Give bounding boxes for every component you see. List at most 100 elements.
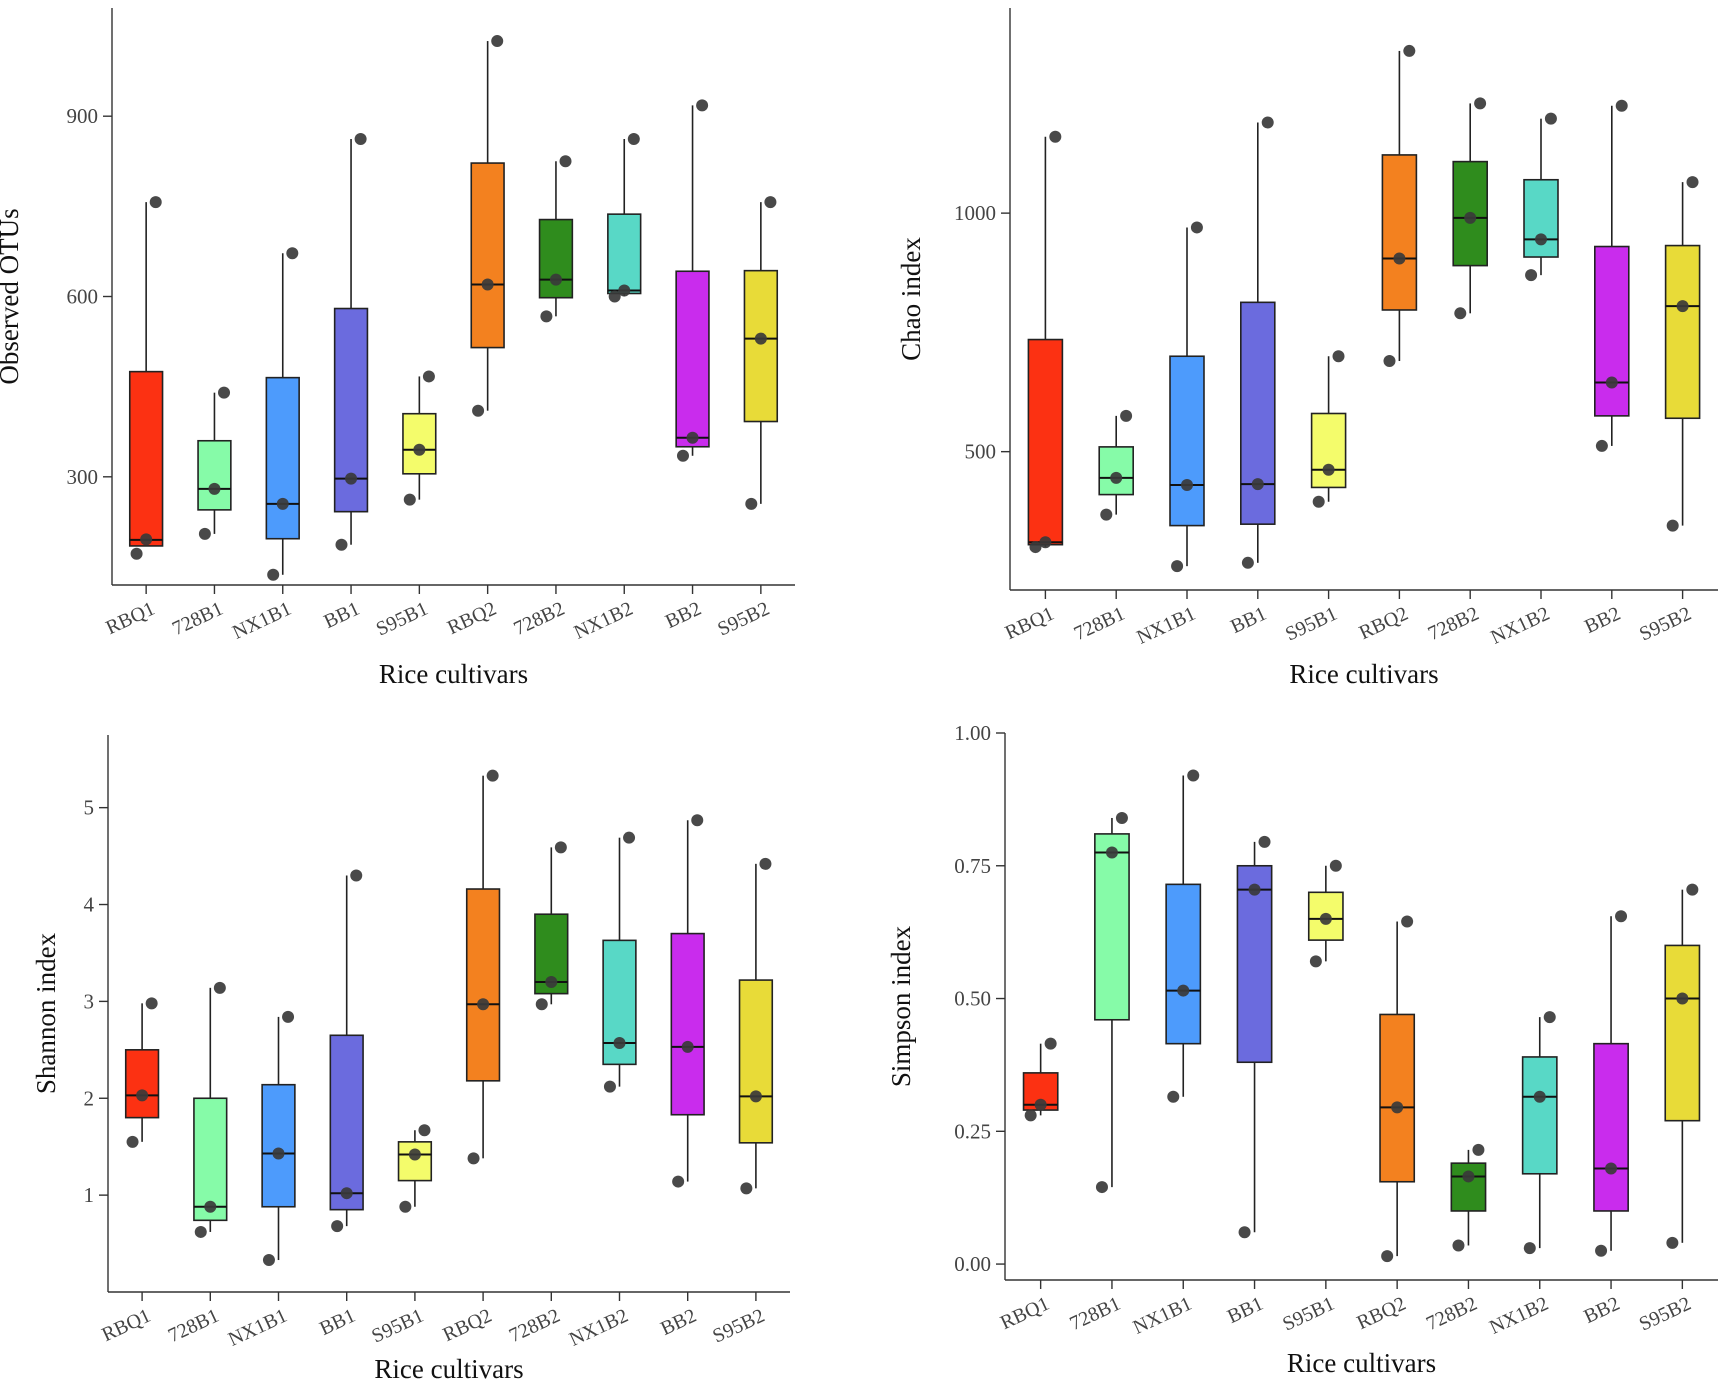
data-point xyxy=(1100,508,1113,521)
data-point xyxy=(759,857,772,870)
box-S95B1 xyxy=(397,1124,433,1213)
data-point xyxy=(1462,1170,1475,1183)
data-point xyxy=(676,449,689,462)
data-point xyxy=(198,527,211,540)
iqr-box xyxy=(193,1097,228,1222)
data-point xyxy=(1167,1090,1180,1103)
iqr-box xyxy=(743,269,779,423)
data-point xyxy=(1029,541,1042,554)
data-point xyxy=(403,493,416,506)
data-point xyxy=(1595,439,1608,452)
data-point xyxy=(1391,1101,1404,1114)
x-tick-label: BB1 xyxy=(316,1305,359,1340)
x-tick-label: S95B2 xyxy=(714,598,773,641)
iqr-box xyxy=(465,888,501,1082)
x-tick-label: NX1B1 xyxy=(225,1305,291,1351)
iqr-box xyxy=(1521,1056,1558,1175)
box-728B2 xyxy=(1452,97,1488,320)
data-point xyxy=(130,547,143,560)
iqr-box xyxy=(470,162,505,349)
y-tick-label: 2 xyxy=(84,1086,95,1110)
data-point xyxy=(413,443,426,456)
data-point xyxy=(145,997,158,1010)
box-RBQ2 xyxy=(1381,44,1418,368)
box-NX1B1 xyxy=(1169,221,1205,573)
data-point xyxy=(1605,1162,1618,1175)
x-tick-label: S95B1 xyxy=(368,1305,427,1348)
x-tick-label: RBQ1 xyxy=(99,1305,155,1347)
iqr-box xyxy=(261,1083,296,1208)
data-point xyxy=(1543,1011,1556,1024)
data-point xyxy=(408,1148,421,1161)
data-point xyxy=(1110,471,1123,484)
x-tick-label: NX1B1 xyxy=(1130,1293,1196,1339)
data-point xyxy=(740,1182,753,1195)
data-point xyxy=(1454,307,1467,320)
y-tick-label: 600 xyxy=(67,285,99,309)
x-tick-label: NX1B1 xyxy=(229,598,295,644)
data-point xyxy=(1044,1037,1057,1050)
data-point xyxy=(1309,955,1322,968)
data-point xyxy=(1095,1181,1108,1194)
data-point xyxy=(126,1135,139,1148)
y-tick-label: 0.25 xyxy=(954,1119,991,1143)
iqr-box xyxy=(1593,1042,1629,1212)
box-RBQ1 xyxy=(128,196,164,560)
x-tick-label: NX1B2 xyxy=(566,1305,632,1351)
data-point xyxy=(399,1200,412,1213)
data-point xyxy=(354,133,367,146)
x-tick-label: S95B2 xyxy=(1636,603,1695,646)
box-BB2 xyxy=(675,99,710,462)
data-point xyxy=(1474,97,1487,110)
data-point xyxy=(1676,992,1689,1005)
iqr-box xyxy=(1098,446,1134,496)
box-S95B1 xyxy=(1310,350,1347,508)
iqr-box xyxy=(397,1141,433,1182)
simpson-index-panel: 0.00 0.25 0.50 0.75 1.00 RBQ1 728B1 NX1B1 BB1 S95… xyxy=(886,721,1718,1378)
data-point xyxy=(608,290,621,303)
data-point xyxy=(672,1175,685,1188)
box-RBQ2 xyxy=(465,769,501,1165)
data-point xyxy=(1238,1226,1251,1239)
y-tick-label: 3 xyxy=(84,989,95,1013)
data-point xyxy=(1401,915,1414,928)
data-point xyxy=(613,1037,626,1050)
box-S95B1 xyxy=(1307,859,1344,968)
x-tick-label: BB2 xyxy=(1581,1293,1624,1328)
data-point xyxy=(754,332,767,345)
data-point xyxy=(1666,1236,1679,1249)
x-tick-label: RBQ1 xyxy=(997,1293,1053,1335)
x-axis-title: Rice cultivars xyxy=(1287,1348,1436,1378)
data-point xyxy=(1034,1098,1047,1111)
data-point xyxy=(1120,409,1133,422)
y-tick-label: 0.00 xyxy=(954,1252,991,1276)
iqr-box xyxy=(265,376,300,540)
box-NX1B2 xyxy=(1523,112,1559,282)
box-RBQ1 xyxy=(124,997,160,1148)
y-tick-label: 4 xyxy=(84,893,95,917)
box-RBQ2 xyxy=(470,35,505,417)
data-point xyxy=(486,769,499,782)
x-tick-label: S95B2 xyxy=(709,1305,768,1348)
data-point xyxy=(262,1254,275,1267)
data-point xyxy=(1403,44,1416,57)
x-tick-label: NX1B1 xyxy=(1133,603,1199,649)
data-point xyxy=(1332,350,1345,363)
box-S95B1 xyxy=(402,370,437,506)
iqr-box xyxy=(1236,864,1273,1064)
box-BB2 xyxy=(1593,910,1629,1257)
data-point xyxy=(418,1124,431,1137)
box-RBQ1 xyxy=(1022,1037,1059,1122)
data-point xyxy=(140,533,153,546)
data-point xyxy=(1686,176,1699,189)
data-point xyxy=(1258,835,1271,848)
x-tick-label: S95B1 xyxy=(1282,603,1341,646)
data-point xyxy=(696,99,709,112)
x-tick-label: S95B1 xyxy=(1279,1293,1338,1336)
y-tick-label: 900 xyxy=(67,104,99,128)
data-point xyxy=(1535,233,1547,246)
x-tick-label: BB1 xyxy=(1224,1293,1267,1328)
iqr-box xyxy=(1664,244,1701,420)
data-point xyxy=(1241,556,1254,569)
